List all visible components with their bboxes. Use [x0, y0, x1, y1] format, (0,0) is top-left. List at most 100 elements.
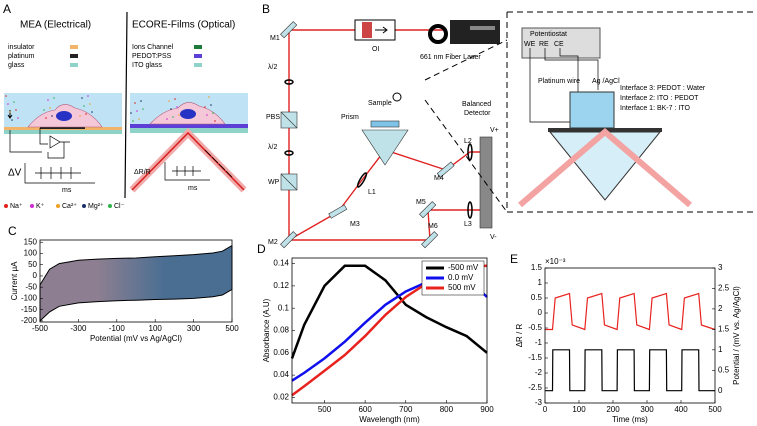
label: λ/2: [268, 144, 277, 151]
label: V+: [490, 127, 499, 134]
ion-dot: [45, 117, 47, 119]
y-tick-label: 1.5: [531, 263, 543, 272]
label: WE: [524, 41, 536, 48]
y-axis-label: Current μA: [10, 261, 19, 301]
ion-dot: [178, 114, 180, 116]
arrow: [375, 26, 388, 34]
label: M6: [428, 223, 438, 230]
legend-label: glass: [8, 62, 25, 69]
lenses: [284, 79, 473, 219]
ion-label: Mg²⁺: [88, 203, 104, 210]
x-tick-label: 100: [149, 324, 163, 333]
splitter: [280, 111, 298, 191]
x-tick-label: -300: [70, 324, 87, 333]
x-axis-label: Wavelength (nm): [359, 415, 420, 424]
ion-dot: [91, 111, 93, 113]
y-tick-label: 0.06: [273, 348, 289, 357]
data-line: [39, 245, 233, 286]
data-line: [545, 292, 716, 331]
label: Interface 2: ITO : PEDOT: [620, 95, 699, 102]
y2-tick-label: 0.5: [718, 365, 730, 374]
y-tick-label: 0.14: [273, 259, 289, 268]
beam-glow: [129, 128, 247, 193]
ion-dot: [47, 99, 49, 101]
y-tick-label: 100: [24, 249, 38, 258]
label: λ/2: [268, 64, 277, 71]
legend-swatch: [194, 54, 202, 58]
legend-swatch: [70, 45, 78, 49]
label: Balanced: [462, 101, 491, 108]
zoom-lines: [424, 39, 508, 213]
ion-marker: [82, 204, 86, 208]
y-tick-label: 0: [538, 308, 543, 317]
amplifier: [9, 128, 70, 159]
label: L3: [464, 221, 472, 228]
ion-dot: [83, 105, 85, 107]
x-tick-label: 300: [640, 405, 654, 414]
y-tick-label: -150: [21, 305, 38, 314]
ion-dot: [53, 97, 55, 99]
label: RE: [539, 41, 549, 48]
label: M3: [350, 221, 360, 228]
label: Prism: [341, 114, 359, 121]
ion-label: Cl⁻: [114, 203, 125, 210]
ion-dot: [130, 112, 132, 114]
ion-label: Na⁺: [10, 203, 23, 210]
ion-dot: [17, 117, 19, 119]
ion-label: Ca²⁺: [62, 203, 77, 210]
label: Sample: [368, 100, 392, 107]
y-tick-label: -3: [535, 398, 543, 407]
y-tick-label: -1: [535, 338, 543, 347]
charts: C-500 -300 -100 100 300 500-200-150-100-50050…: [8, 224, 741, 424]
x-tick-label: 100: [572, 405, 586, 414]
ion-dot: [170, 108, 172, 110]
ion-dot: [7, 103, 9, 105]
panel-label: B: [262, 2, 270, 16]
ion-dot: [9, 111, 11, 113]
label: Potentiostat: [530, 31, 567, 38]
label: M4: [434, 175, 444, 182]
laser-detail: [470, 26, 495, 30]
ion-dot: [172, 116, 174, 118]
label: PBS: [266, 114, 280, 121]
panel-label: E: [510, 252, 518, 266]
y-tick-label: 0.08: [273, 326, 289, 335]
x-tick-label: 700: [399, 405, 413, 414]
time-label: ms: [188, 185, 198, 192]
ion-dot: [166, 118, 168, 120]
y-tick-label: 0.5: [531, 293, 543, 302]
legend-label: -500 mV: [448, 263, 479, 272]
ion-dot: [210, 104, 212, 106]
label: Detector: [464, 110, 491, 117]
label: M1: [270, 35, 280, 42]
beam: [518, 128, 692, 208]
inset-box: [506, 11, 757, 213]
ion-dot: [136, 110, 138, 112]
y-tick-label: 0: [33, 271, 38, 280]
ion-dot: [81, 97, 83, 99]
label: L2: [464, 138, 472, 145]
y2-tick-label: 3: [718, 263, 723, 272]
y-tick-label: -50: [25, 282, 37, 291]
x-tick-label: 300: [187, 324, 201, 333]
y-tick-label: -2: [535, 368, 543, 377]
legend-swatch: [70, 54, 78, 58]
x-tick-label: 0: [543, 405, 548, 414]
signal-label: ΔV: [8, 168, 22, 179]
ion-dot: [89, 103, 91, 105]
y-tick-label: -1.5: [528, 353, 542, 362]
ion-dot: [208, 96, 210, 98]
panel-label: A: [3, 2, 11, 16]
data-line: [545, 349, 715, 392]
ion-dot: [138, 118, 140, 120]
ion-marker: [30, 204, 34, 208]
legend-label: insulator: [8, 44, 35, 51]
panel-a: A MEA (Electrical) ECORE-Films (Optical)…: [3, 2, 248, 210]
y2-tick-label: 2.5: [718, 284, 730, 293]
label: M5: [416, 199, 426, 206]
loop-fill: [40, 245, 232, 321]
potentiostat: [521, 27, 601, 59]
label: 661 nm Fiber Laser: [420, 54, 481, 61]
y-tick-label: -100: [21, 294, 38, 303]
